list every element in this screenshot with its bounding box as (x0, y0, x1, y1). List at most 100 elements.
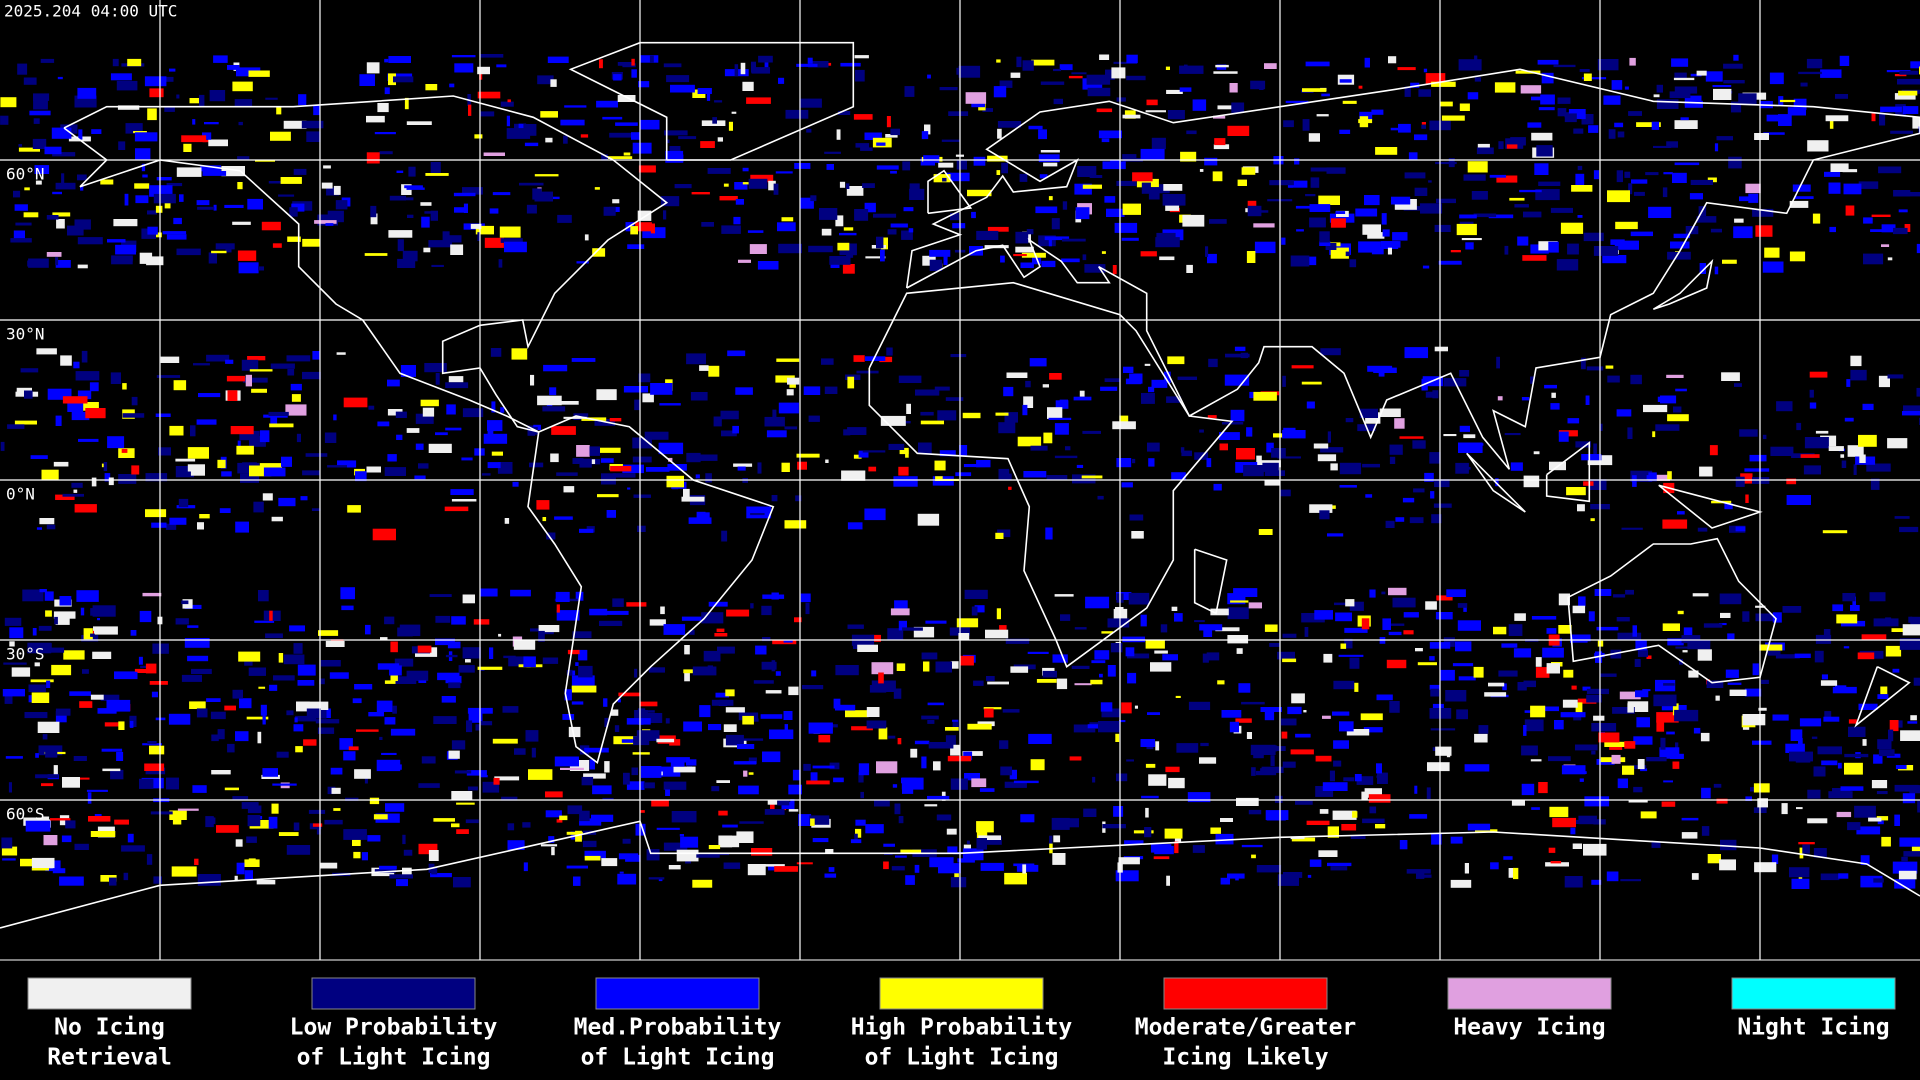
icing-patch (1614, 240, 1639, 250)
icing-patch (437, 672, 460, 681)
icing-patch (55, 494, 75, 500)
icing-patch (1823, 716, 1840, 722)
icing-patch (623, 386, 648, 393)
icing-patch (1222, 422, 1244, 425)
icing-patch (1467, 92, 1479, 100)
icing-patch (717, 646, 735, 654)
icing-patch (1655, 424, 1680, 431)
icing-patch (1674, 72, 1687, 80)
icing-patch (1231, 102, 1245, 113)
icing-patch (921, 131, 929, 140)
icing-patch (1508, 624, 1523, 636)
icing-patch (1699, 466, 1713, 477)
icing-patch (1079, 390, 1085, 397)
icing-patch (1545, 862, 1569, 867)
icing-patch (1573, 128, 1584, 134)
icing-patch (1536, 145, 1553, 157)
icing-patch (1648, 472, 1657, 482)
icing-patch (1846, 379, 1851, 387)
icing-patch (727, 350, 746, 357)
icing-patch (1116, 592, 1132, 600)
icing-patch (829, 256, 851, 265)
icing-patch (421, 756, 436, 764)
icing-patch (93, 626, 118, 635)
icing-patch (681, 496, 705, 502)
icing-patch (545, 137, 553, 143)
icing-patch (860, 147, 873, 151)
icing-patch (477, 232, 481, 241)
icing-patch (1656, 99, 1679, 109)
icing-patch (1065, 446, 1071, 451)
icing-patch (247, 815, 261, 827)
icing-patch (150, 811, 173, 815)
icing-patch (898, 620, 907, 631)
icing-patch (1464, 863, 1469, 874)
icing-patch (1806, 58, 1823, 69)
icing-patch (924, 124, 931, 135)
icing-patch (446, 404, 456, 415)
icing-patch (596, 389, 617, 401)
icing-patch (1858, 181, 1879, 189)
icing-patch (769, 729, 794, 740)
icing-patch (670, 758, 685, 767)
icing-patch (1910, 715, 1917, 721)
icing-patch (31, 857, 55, 869)
icing-patch (1038, 235, 1056, 247)
icing-patch (149, 88, 164, 98)
icing-patch (508, 656, 529, 667)
icing-patch (1607, 190, 1630, 203)
icing-patch (656, 738, 675, 743)
icing-patch (892, 784, 898, 788)
icing-patch (1450, 836, 1463, 844)
icing-patch (1291, 837, 1316, 842)
icing-patch (475, 225, 494, 235)
icing-patch (475, 724, 480, 731)
icing-patch (773, 183, 779, 195)
icing-patch (73, 361, 80, 369)
icing-patch (397, 258, 416, 268)
icing-patch (941, 139, 961, 142)
icing-patch (1439, 669, 1455, 681)
icing-patch (1671, 58, 1689, 67)
icing-patch (293, 643, 303, 654)
icing-patch (939, 450, 956, 457)
icing-patch (335, 200, 348, 210)
icing-patch (1199, 169, 1204, 172)
icing-patch (747, 864, 766, 876)
icing-patch (1781, 803, 1788, 815)
icing-patch (765, 690, 782, 694)
icing-patch (1769, 72, 1784, 85)
icing-patch (71, 482, 83, 488)
icing-patch (1811, 736, 1818, 739)
icing-patch (169, 68, 176, 72)
icing-patch (134, 132, 158, 142)
icing-patch (1858, 434, 1877, 447)
icing-patch (1013, 254, 1027, 257)
icing-patch (1114, 222, 1138, 233)
icing-patch (564, 105, 587, 108)
icing-patch (1423, 68, 1428, 73)
icing-patch (1880, 106, 1902, 113)
icing-patch (1860, 875, 1883, 888)
icing-patch (881, 237, 888, 250)
icing-patch (625, 854, 641, 862)
icing-patch (794, 163, 811, 169)
icing-patch (1609, 746, 1623, 750)
icing-patch (1339, 462, 1362, 475)
icing-patch (1148, 458, 1155, 467)
icing-patch (494, 776, 520, 781)
icing-patch (609, 418, 622, 422)
icing-patch (1656, 712, 1679, 723)
icing-patch (1236, 448, 1255, 460)
icing-patch (1844, 753, 1869, 758)
icing-patch (1498, 141, 1504, 150)
icing-patch (1566, 487, 1586, 496)
icing-patch (802, 685, 824, 690)
icing-patch (1148, 386, 1155, 393)
icing-patch (169, 517, 187, 525)
icing-patch (1277, 456, 1301, 459)
icing-patch (1, 837, 13, 849)
icing-patch (1395, 517, 1405, 522)
icing-patch (1282, 633, 1297, 638)
icing-patch (1087, 87, 1111, 97)
